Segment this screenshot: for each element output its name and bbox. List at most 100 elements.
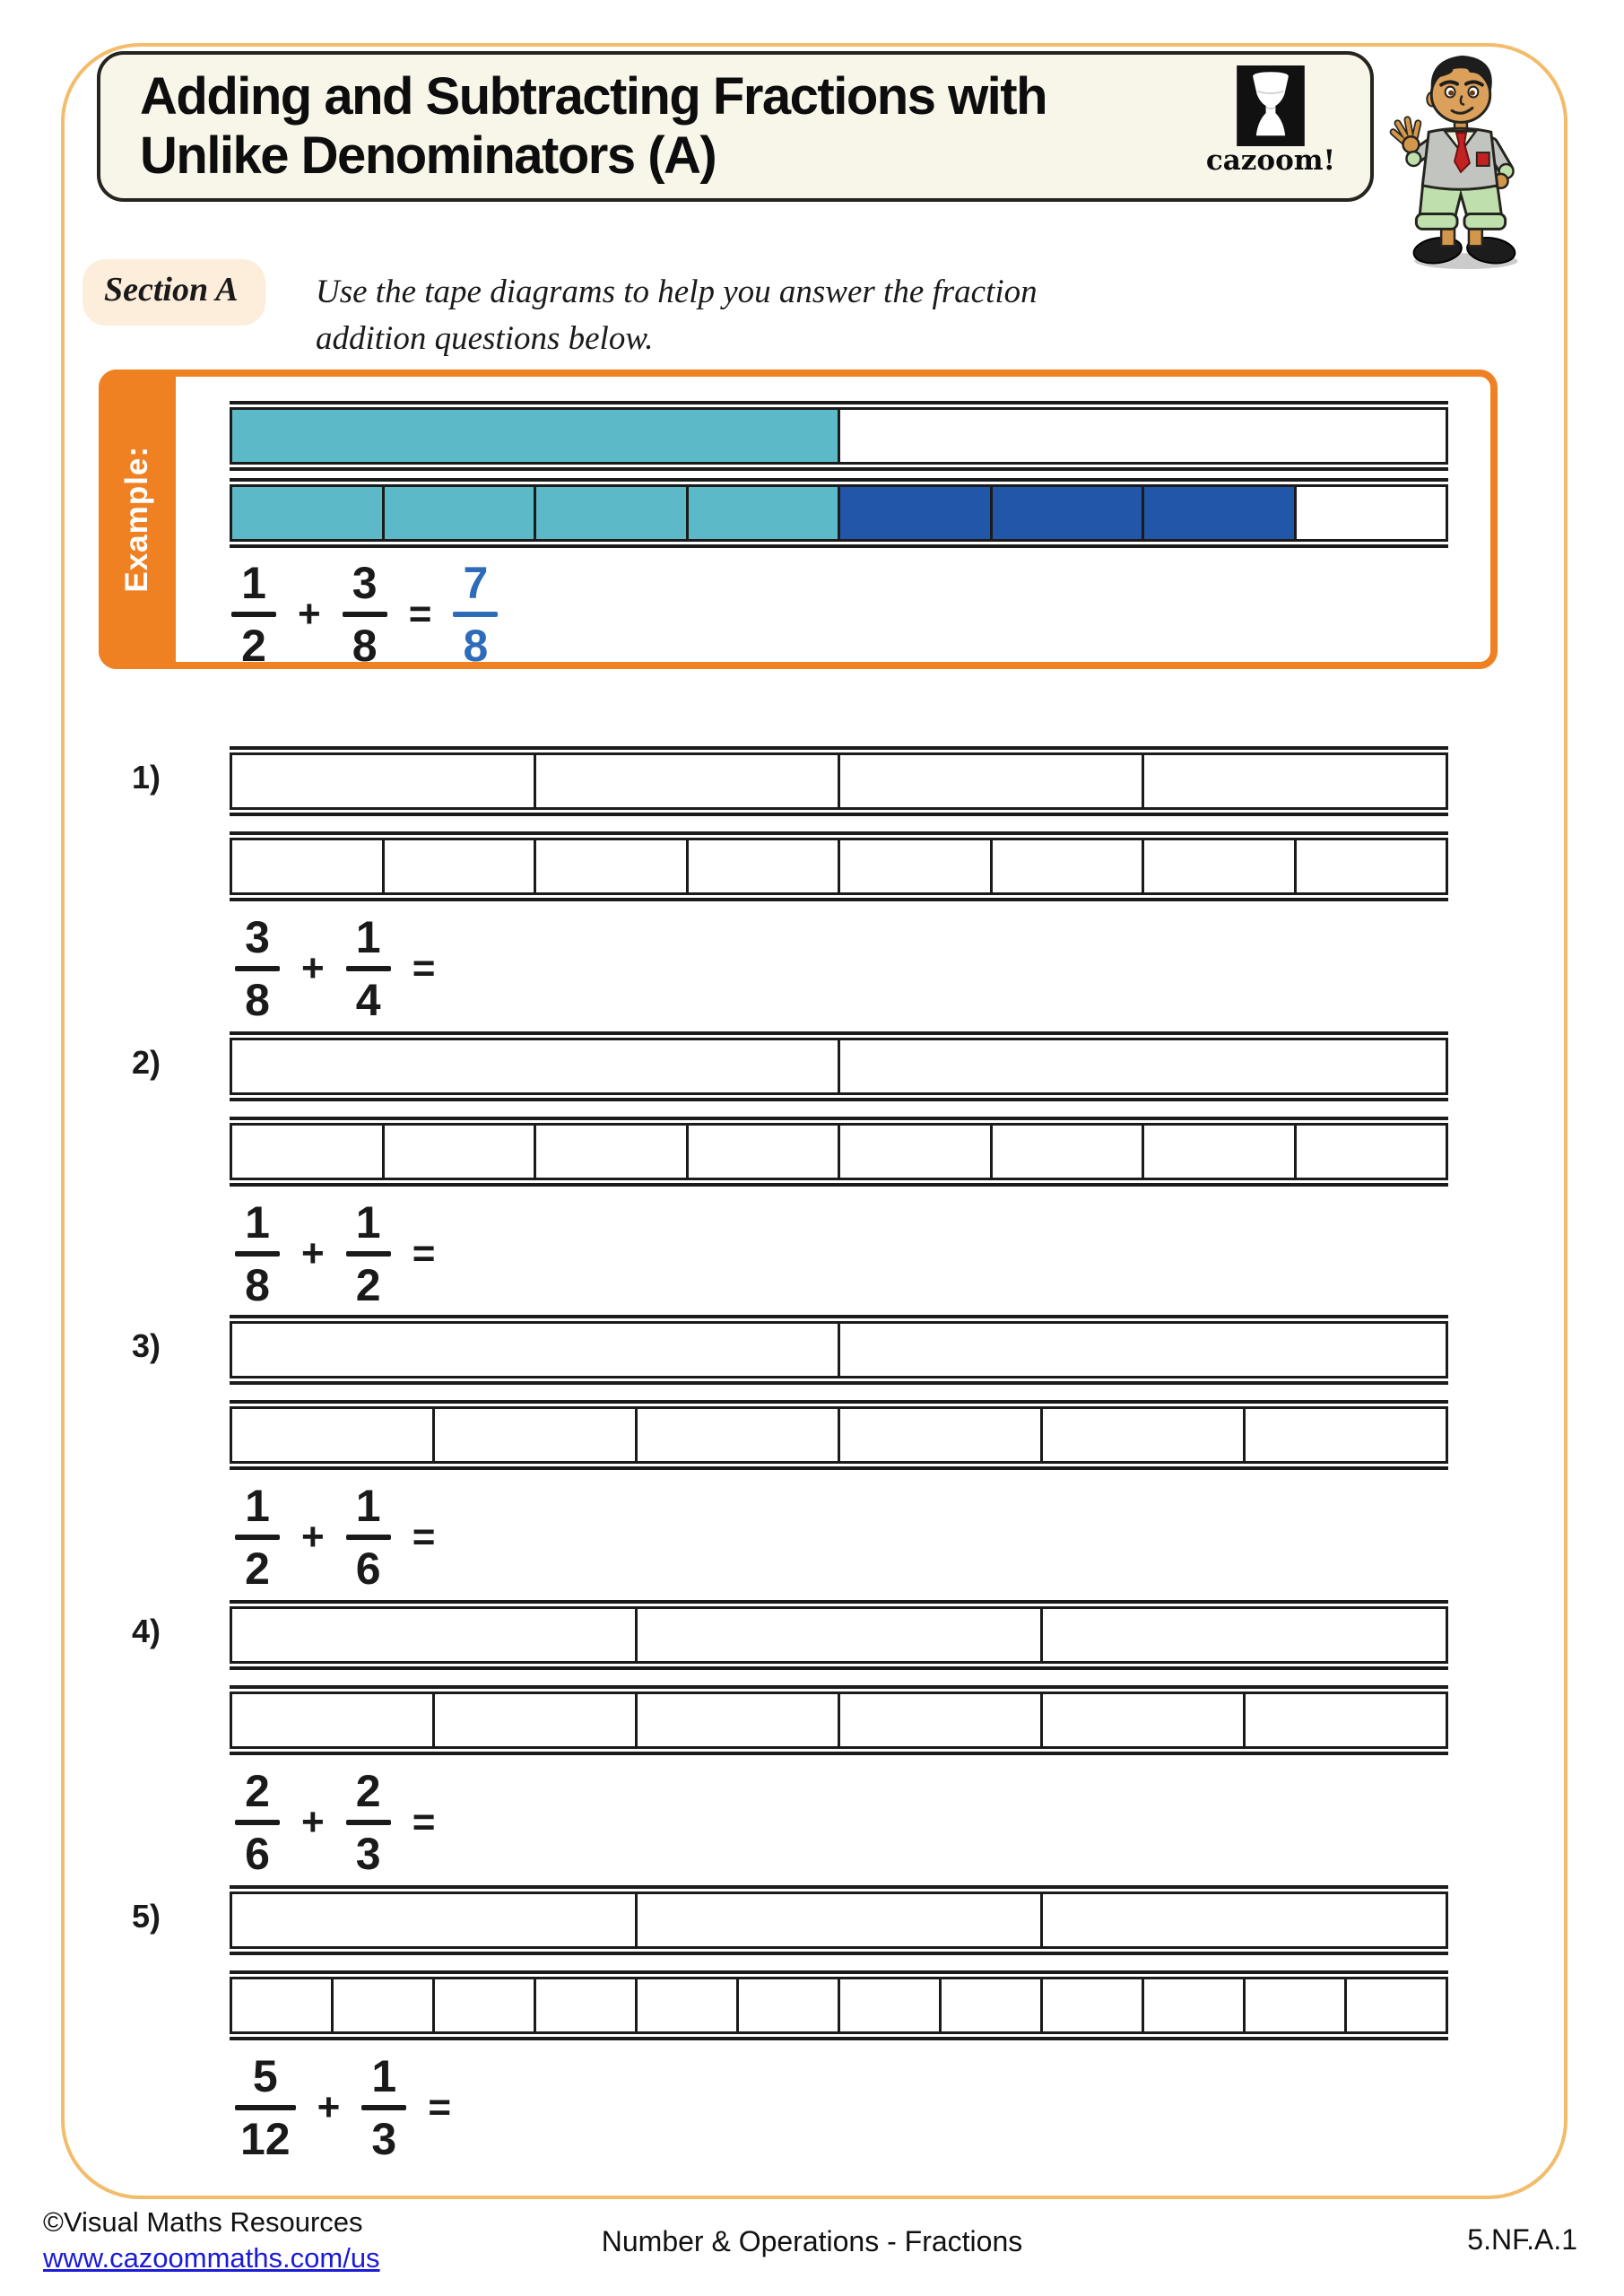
- tape-cell: [230, 1606, 638, 1664]
- page-title: Adding and Subtracting Fractions with Un…: [140, 67, 1048, 186]
- plus-sign: +: [298, 592, 321, 636]
- question-1: 1) 3 8 + 1 4 =: [0, 746, 1624, 1024]
- tape-cell: [381, 838, 536, 895]
- equals-sign: =: [412, 1515, 436, 1559]
- question-tape-top: [230, 1885, 1448, 1955]
- tape-cell: [1142, 838, 1297, 895]
- tape-cell: [989, 838, 1144, 895]
- tape-cell: [1040, 1606, 1448, 1664]
- tape-cell: [381, 484, 536, 542]
- tape-cell: [1142, 1123, 1297, 1180]
- page-title-line2: Unlike Denominators (A): [140, 126, 717, 185]
- tape-cell: [1142, 1977, 1246, 2034]
- tape-cell: [1293, 1123, 1448, 1180]
- question-number: 3): [132, 1327, 161, 1364]
- cazoom-logo: cazoom!: [1194, 65, 1347, 175]
- tape-cell: [331, 1977, 435, 2034]
- equals-sign: =: [412, 1231, 436, 1275]
- question-equation: 2 6 + 2 3 =: [235, 1769, 435, 1876]
- question-number: 4): [132, 1613, 161, 1649]
- tape-cell: [230, 1977, 334, 2034]
- fraction: 1 6: [345, 1483, 391, 1591]
- tape-cell: [1243, 1692, 1448, 1749]
- question-number: 1): [132, 759, 161, 796]
- tape-cell: [1040, 1692, 1246, 1749]
- tape-cell: [432, 1692, 638, 1749]
- tape-cell: [534, 1977, 638, 2034]
- plus-sign: +: [301, 1231, 325, 1275]
- tape-cell: [989, 484, 1144, 542]
- tape-cell: [685, 838, 840, 895]
- tape-cell: [1040, 1977, 1144, 2034]
- question-number: 2): [132, 1044, 161, 1081]
- example-tape-bottom: [230, 478, 1448, 548]
- footer-topic: Number & Operations - Fractions: [601, 2225, 1023, 2257]
- fraction: 3 8: [342, 561, 387, 668]
- tape-cell: [635, 1692, 840, 1749]
- tape-cell: [230, 838, 385, 895]
- fraction-bar: [345, 1535, 391, 1540]
- fraction: 1 2: [231, 561, 276, 668]
- fraction-bar: [345, 966, 391, 971]
- tape-cell: [534, 838, 689, 895]
- question-tape-bottom: [230, 1400, 1448, 1470]
- example-tape-top: [230, 401, 1448, 471]
- tape-cell: [838, 1321, 1448, 1378]
- tape-cell: [230, 1321, 840, 1378]
- tape-cell: [1293, 484, 1448, 542]
- logo-wordmark: cazoom!: [1205, 144, 1336, 177]
- cazoom-website-link[interactable]: www.cazoommaths.com/us: [43, 2242, 380, 2274]
- question-tape-top: [230, 746, 1448, 816]
- section-instruction: Use the tape diagrams to help you answer…: [316, 269, 1038, 362]
- fraction-bar: [235, 1535, 280, 1540]
- tape-cell: [838, 752, 1144, 810]
- fraction: 1 2: [345, 1200, 391, 1308]
- footer-attribution: ©Visual Maths Resources www.cazoommaths.…: [43, 2205, 380, 2276]
- mascot-boy-illustration: [1389, 55, 1518, 270]
- tape-cell: [1243, 1406, 1448, 1464]
- fraction: 1 2: [235, 1483, 280, 1591]
- copyright-text: ©Visual Maths Resources: [43, 2206, 363, 2238]
- question-equation: 5 12 + 1 3 =: [235, 2054, 451, 2161]
- instruction-line2: addition questions below.: [316, 320, 654, 357]
- instruction-line1: Use the tape diagrams to help you answer…: [316, 274, 1038, 310]
- tape-cell: [230, 1123, 385, 1180]
- tape-cell: [838, 1038, 1448, 1095]
- tape-cell: [1344, 1977, 1448, 2034]
- tape-cell: [230, 1038, 840, 1095]
- answer-fraction: 7 8: [453, 561, 499, 668]
- tape-cell: [635, 1406, 840, 1464]
- plus-sign: +: [301, 1800, 325, 1844]
- example-tab: Example:: [99, 370, 176, 669]
- djembe-drum-icon: [1237, 65, 1305, 146]
- question-tape-top: [230, 1600, 1448, 1670]
- tape-cell: [989, 1123, 1144, 1180]
- tape-cell: [1142, 484, 1297, 542]
- tape-cell: [939, 1977, 1043, 2034]
- title-card: Adding and Subtracting Fractions with Un…: [97, 51, 1374, 202]
- example-tab-label: Example:: [119, 446, 154, 593]
- equals-sign: =: [412, 1800, 436, 1844]
- section-a-label: Section A: [83, 259, 265, 326]
- tape-cell: [635, 1892, 1043, 1949]
- tape-cell: [685, 1123, 840, 1180]
- fraction-bar: [361, 2105, 407, 2110]
- fraction: 1 8: [235, 1200, 280, 1308]
- question-tape-top: [230, 1315, 1448, 1385]
- equals-sign: =: [408, 592, 432, 636]
- example-equation: 1 2 + 3 8 = 7 8: [231, 561, 499, 668]
- footer-standard-code: 5.NF.A.1: [1467, 2223, 1577, 2256]
- plus-sign: +: [317, 2085, 341, 2129]
- tape-cell: [1142, 752, 1448, 810]
- tape-cell: [534, 1123, 689, 1180]
- tape-cell: [230, 1692, 435, 1749]
- tape-cell: [230, 1892, 638, 1949]
- equals-sign: =: [412, 946, 436, 990]
- fraction-bar: [231, 612, 276, 617]
- tape-cell: [432, 1977, 536, 2034]
- question-equation: 1 2 + 1 6 =: [235, 1483, 435, 1591]
- tape-cell: [838, 1977, 942, 2034]
- fraction-bar: [235, 1251, 280, 1257]
- fraction-bar: [345, 1820, 391, 1825]
